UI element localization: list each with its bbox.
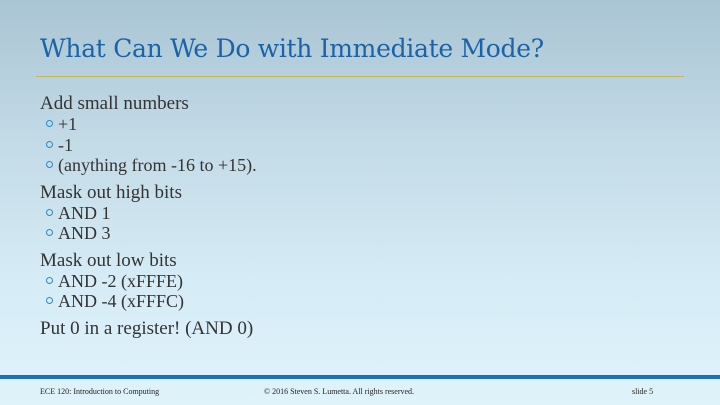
section-add-small-numbers: Add small numbers +1 -1 (anything from -…: [40, 93, 680, 176]
list-item: AND -2 (xFFFE): [46, 271, 680, 292]
bullet-list: AND -2 (xFFFE) AND -4 (xFFFC): [40, 271, 680, 312]
bullet-circle-icon: [46, 140, 53, 148]
bullet-circle-icon: [46, 276, 53, 284]
bullet-text: -1: [58, 134, 73, 155]
bullet-text: AND 3: [58, 223, 111, 243]
footer-bar: [0, 375, 720, 379]
bullet-text: AND -4 (xFFFC): [58, 291, 185, 311]
footer-slide-number: slide 5: [632, 387, 654, 396]
list-item: (anything from -16 to +15).: [46, 155, 680, 176]
slide-title: What Can We Do with Immediate Mode?: [40, 34, 544, 63]
bullet-circle-icon: [46, 120, 53, 127]
bullet-text: AND 1: [58, 202, 111, 223]
section-heading: Mask out low bits: [40, 249, 177, 271]
section-put-zero: Put 0 in a register! (AND 0): [40, 318, 680, 339]
bullet-list: +1 -1 (anything from -16 to +15).: [40, 114, 680, 176]
section-heading: Add small numbers: [40, 93, 189, 114]
list-item: AND 3: [46, 223, 680, 244]
bullet-circle-icon: [46, 208, 53, 216]
bullet-text: +1: [58, 114, 78, 134]
section-mask-low-bits: Mask out low bits AND -2 (xFFFE) AND -4 …: [40, 250, 680, 312]
bullet-text: AND -2 (xFFFE): [58, 270, 184, 291]
footer-course: ECE 120: Introduction to Computing: [40, 387, 160, 396]
slide-content: Add small numbers +1 -1 (anything from -…: [40, 93, 680, 345]
list-item: +1: [46, 114, 680, 135]
section-mask-high-bits: Mask out high bits AND 1 AND 3: [40, 182, 680, 244]
section-heading: Put 0 in a register! (AND 0): [40, 317, 254, 339]
bullet-text: (anything from -16 to +15).: [58, 155, 257, 175]
section-heading: Mask out high bits: [40, 181, 182, 203]
bullet-circle-icon: [46, 161, 53, 168]
list-item: AND 1: [46, 203, 680, 224]
list-item: AND -4 (xFFFC): [46, 291, 680, 312]
bullet-circle-icon: [46, 229, 53, 236]
list-item: -1: [46, 135, 680, 156]
footer-copyright: © 2016 Steven S. Lumetta. All rights res…: [264, 387, 415, 396]
bullet-list: AND 1 AND 3: [40, 203, 680, 244]
bullet-circle-icon: [46, 297, 53, 304]
title-divider: [36, 76, 684, 77]
